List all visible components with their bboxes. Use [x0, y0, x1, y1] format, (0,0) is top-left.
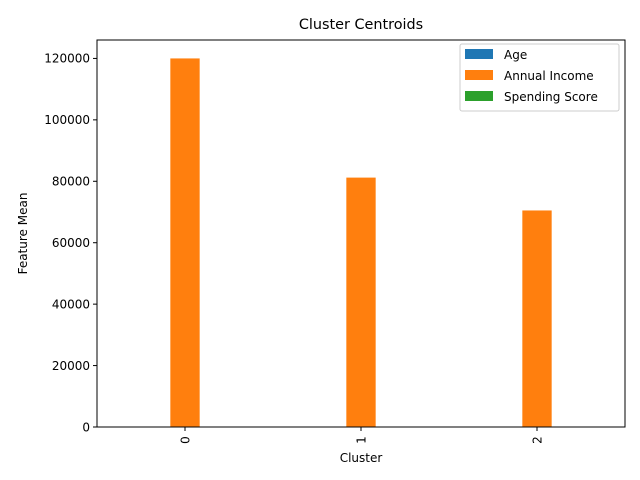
bar-annual-income-cluster-1 [346, 177, 376, 427]
legend-label: Spending Score [504, 90, 598, 104]
bar-annual-income-cluster-0 [170, 58, 200, 428]
x-axis: 0 1 2 [178, 427, 544, 444]
y-axis-label: Feature Mean [16, 193, 30, 275]
x-tick-label: 1 [354, 436, 368, 444]
y-tick-label: 40000 [52, 297, 90, 311]
x-axis-label: Cluster [340, 451, 383, 465]
legend-swatch-age [465, 49, 493, 59]
y-tick-label: 120000 [44, 52, 90, 66]
y-tick-label: 60000 [52, 236, 90, 250]
legend-swatch-spending-score [465, 91, 493, 101]
chart-title: Cluster Centroids [299, 17, 423, 33]
legend-frame [459, 43, 620, 112]
legend-label: Age [504, 48, 527, 62]
x-tick-label: 2 [530, 436, 544, 444]
bars-group [141, 58, 581, 428]
y-tick-label: 80000 [52, 175, 90, 189]
y-axis: 0 20000 40000 60000 80000 100000 120000 [44, 52, 97, 434]
x-tick-label: 0 [178, 436, 192, 444]
y-tick-label: 100000 [44, 113, 90, 127]
bar-annual-income-cluster-2 [522, 210, 552, 427]
legend: Age Annual Income Spending Score [459, 43, 620, 112]
y-tick-label: 0 [82, 420, 90, 434]
y-tick-label: 20000 [52, 359, 90, 373]
legend-label: Annual Income [504, 69, 594, 83]
legend-swatch-annual-income [465, 70, 493, 80]
